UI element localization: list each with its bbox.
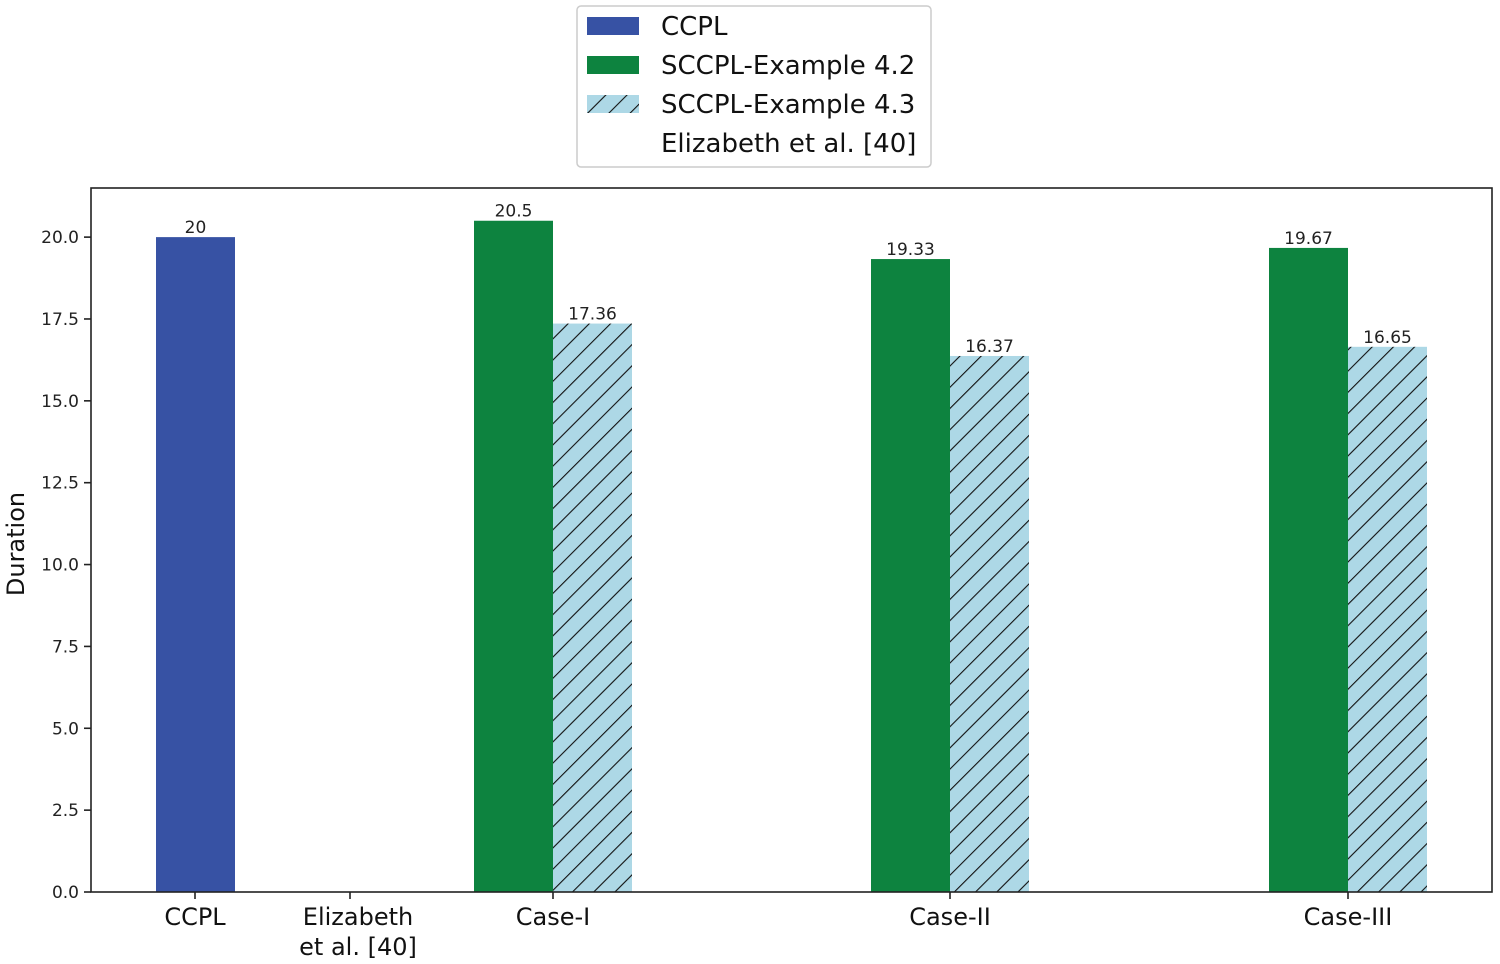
- legend-frame: [576, 5, 932, 168]
- x-tick-label: CCPL: [164, 903, 226, 931]
- legend-swatch: [587, 95, 639, 113]
- data-label: 16.37: [965, 337, 1014, 357]
- y-tick-label: 17.5: [41, 310, 79, 330]
- legend-label: SCCPL-Example 4.2: [661, 51, 915, 81]
- data-labels: 20 20.5 19.33 19.67 17.36 16.37 16.65: [185, 202, 1412, 357]
- y-tick-label: 0.0: [52, 883, 79, 903]
- bar-sccpl-example-4-3-4: [1348, 346, 1427, 892]
- y-tick-label: 5.0: [52, 719, 79, 739]
- data-label: 20: [185, 218, 207, 238]
- y-tick-label: 2.5: [52, 801, 79, 821]
- y-axis: 0.0 2.5 5.0 7.5 10.0 12.5 15.0 17.5 20.0: [41, 228, 91, 903]
- bar-ccpl-0: [156, 237, 235, 892]
- bar-sccpl-example-4-2-2: [474, 220, 553, 892]
- bar-sccpl-example-4-2-3: [871, 259, 950, 892]
- data-label: 20.5: [495, 202, 533, 222]
- plot-frame: [90, 187, 1493, 893]
- y-tick-label: 7.5: [52, 637, 79, 657]
- x-tick-label: Case-III: [1304, 903, 1393, 931]
- legend-label: Elizabeth et al. [40]: [661, 129, 916, 159]
- y-tick-label: 20.0: [41, 228, 79, 248]
- y-tick-label: 15.0: [41, 392, 79, 412]
- bar-sccpl-example-4-3-3: [950, 355, 1029, 892]
- data-label: 16.65: [1363, 328, 1412, 348]
- legend-swatch: [587, 17, 639, 35]
- plot-area: 0.0 2.5 5.0 7.5 10.0 12.5 15.0 17.5 20.0 20 20.5 1…: [41, 187, 1493, 961]
- bar-sccpl-example-4-2-4: [1269, 247, 1348, 892]
- y-axis-title: Duration: [2, 492, 30, 596]
- x-tick-label: Case-I: [516, 903, 590, 931]
- data-label: 19.33: [886, 240, 935, 260]
- legend-label: CCPL: [661, 12, 728, 42]
- y-tick-label: 12.5: [41, 474, 79, 494]
- bars: [156, 220, 1427, 893]
- x-tick-label: Elizabeth: [303, 903, 413, 931]
- y-tick-label: 10.0: [41, 556, 79, 576]
- data-label: 19.67: [1284, 229, 1333, 249]
- x-tick-label: Case-II: [909, 903, 991, 931]
- x-tick-label: et al. [40]: [299, 933, 417, 961]
- legend-label: SCCPL-Example 4.3: [661, 90, 915, 120]
- legend-swatch: [587, 56, 639, 74]
- legend: CCPL SCCPL-Example 4.2 SCCPL-Example 4.3 El…: [576, 5, 932, 168]
- bar-sccpl-example-4-3-2: [553, 323, 632, 893]
- data-label: 17.36: [568, 305, 617, 325]
